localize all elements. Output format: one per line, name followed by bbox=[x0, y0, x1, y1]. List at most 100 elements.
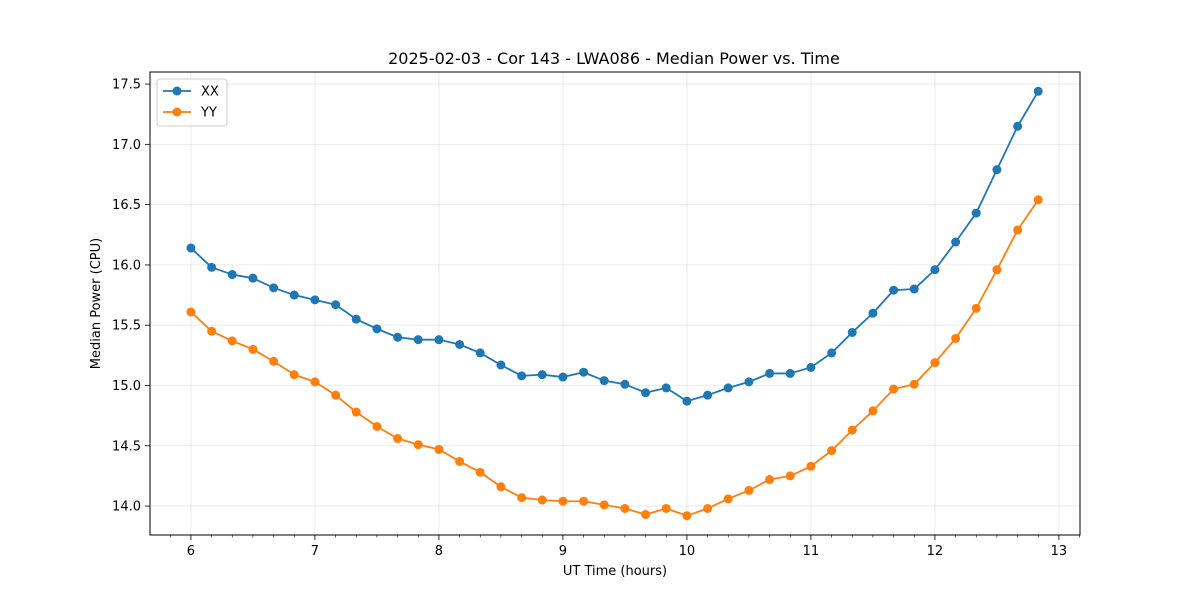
x-tick-label: 6 bbox=[187, 544, 195, 559]
x-tick-label: 13 bbox=[1051, 544, 1068, 559]
y-tick-label: 14.0 bbox=[112, 500, 141, 515]
y-tick-label: 17.5 bbox=[112, 78, 141, 93]
data-point-xx bbox=[413, 335, 423, 345]
x-tick-label: 8 bbox=[435, 544, 443, 559]
data-point-xx bbox=[269, 283, 279, 293]
grid-layer bbox=[150, 72, 1080, 535]
data-point-xx bbox=[620, 379, 630, 389]
data-point-yy bbox=[909, 379, 919, 389]
data-point-xx bbox=[227, 270, 237, 280]
data-point-yy bbox=[269, 356, 279, 366]
series-line-xx bbox=[190, 90, 1039, 403]
data-point-yy bbox=[847, 425, 857, 435]
y-tick-label: 14.5 bbox=[112, 439, 141, 454]
data-point-xx bbox=[661, 383, 671, 393]
data-point-xx bbox=[682, 396, 692, 406]
data-point-yy bbox=[455, 456, 465, 466]
data-point-yy bbox=[641, 510, 651, 519]
data-point-xx bbox=[868, 308, 878, 318]
data-point-yy bbox=[331, 390, 341, 400]
legend-label-yy: YY bbox=[200, 106, 217, 121]
data-point-yy bbox=[1033, 195, 1043, 205]
data-point-xx bbox=[579, 367, 589, 377]
data-point-yy bbox=[1013, 225, 1023, 235]
data-point-xx bbox=[537, 370, 547, 380]
data-point-xx bbox=[434, 335, 444, 345]
data-point-yy bbox=[579, 496, 589, 506]
data-point-xx bbox=[599, 376, 609, 386]
data-point-xx bbox=[289, 290, 299, 300]
data-point-xx bbox=[1013, 121, 1023, 131]
data-point-xx bbox=[951, 237, 961, 247]
data-point-yy bbox=[806, 461, 816, 471]
x-tick-label: 11 bbox=[803, 544, 820, 559]
data-point-yy bbox=[620, 503, 630, 513]
data-point-yy bbox=[723, 494, 733, 504]
data-point-yy bbox=[661, 503, 671, 513]
data-point-yy bbox=[682, 511, 692, 521]
series-yy bbox=[186, 195, 1043, 521]
x-tick-label: 9 bbox=[559, 544, 567, 559]
series-layer bbox=[186, 86, 1043, 521]
data-point-yy bbox=[930, 358, 940, 368]
plot-frame bbox=[149, 71, 1081, 536]
data-point-yy bbox=[413, 440, 423, 450]
data-point-xx bbox=[806, 362, 816, 372]
data-point-xx bbox=[207, 262, 217, 272]
data-point-xx bbox=[744, 377, 754, 387]
legend-marker-xx bbox=[172, 86, 182, 96]
data-point-yy bbox=[496, 482, 506, 492]
x-tick-label: 7 bbox=[311, 544, 319, 559]
series-line-yy bbox=[190, 199, 1039, 517]
data-point-xx bbox=[930, 265, 940, 275]
y-tick-label: 16.0 bbox=[112, 258, 141, 273]
data-point-yy bbox=[186, 307, 196, 317]
data-point-yy bbox=[434, 444, 444, 454]
data-point-yy bbox=[310, 377, 320, 387]
data-point-xx bbox=[248, 273, 258, 283]
data-point-yy bbox=[517, 493, 527, 503]
data-point-yy bbox=[703, 503, 713, 513]
data-point-xx bbox=[475, 348, 485, 358]
data-point-xx bbox=[310, 295, 320, 305]
data-point-yy bbox=[951, 333, 961, 343]
data-point-xx bbox=[1033, 86, 1043, 96]
data-point-yy bbox=[992, 265, 1002, 275]
data-point-xx bbox=[496, 360, 506, 370]
data-point-yy bbox=[248, 344, 258, 354]
data-point-xx bbox=[909, 284, 919, 294]
data-point-xx bbox=[827, 348, 837, 358]
data-point-xx bbox=[517, 371, 527, 381]
data-point-xx bbox=[703, 390, 713, 400]
legend-marker-yy bbox=[172, 107, 182, 117]
data-point-yy bbox=[537, 495, 547, 505]
chart-title: 2025-02-03 - Cor 143 - LWA086 - Median P… bbox=[388, 49, 840, 68]
data-point-yy bbox=[868, 406, 878, 416]
ticks-layer: 6 7 8 9 10 11 12 13 14.0 14.5 15.0 15.5 16.0 16.5 17.0… bbox=[112, 78, 1080, 559]
legend: XX YY bbox=[156, 78, 228, 127]
data-point-xx bbox=[351, 314, 361, 324]
data-point-yy bbox=[207, 326, 217, 336]
y-tick-label: 15.0 bbox=[112, 379, 141, 394]
data-point-xx bbox=[723, 383, 733, 393]
data-point-yy bbox=[971, 303, 981, 313]
data-point-xx bbox=[971, 208, 981, 218]
y-tick-label: 15.5 bbox=[112, 319, 141, 334]
data-point-xx bbox=[186, 243, 196, 253]
data-point-yy bbox=[372, 421, 382, 431]
data-point-xx bbox=[331, 300, 341, 310]
x-tick-label: 10 bbox=[679, 544, 696, 559]
y-tick-label: 16.5 bbox=[112, 198, 141, 213]
data-point-xx bbox=[455, 339, 465, 349]
data-point-xx bbox=[889, 285, 899, 295]
data-point-yy bbox=[393, 434, 403, 444]
data-point-xx bbox=[641, 388, 651, 398]
x-axis-label: UT Time (hours) bbox=[563, 564, 667, 579]
data-point-yy bbox=[475, 467, 485, 477]
data-point-xx bbox=[847, 327, 857, 337]
data-point-yy bbox=[889, 384, 899, 394]
data-point-yy bbox=[744, 485, 754, 495]
data-point-xx bbox=[372, 324, 382, 334]
